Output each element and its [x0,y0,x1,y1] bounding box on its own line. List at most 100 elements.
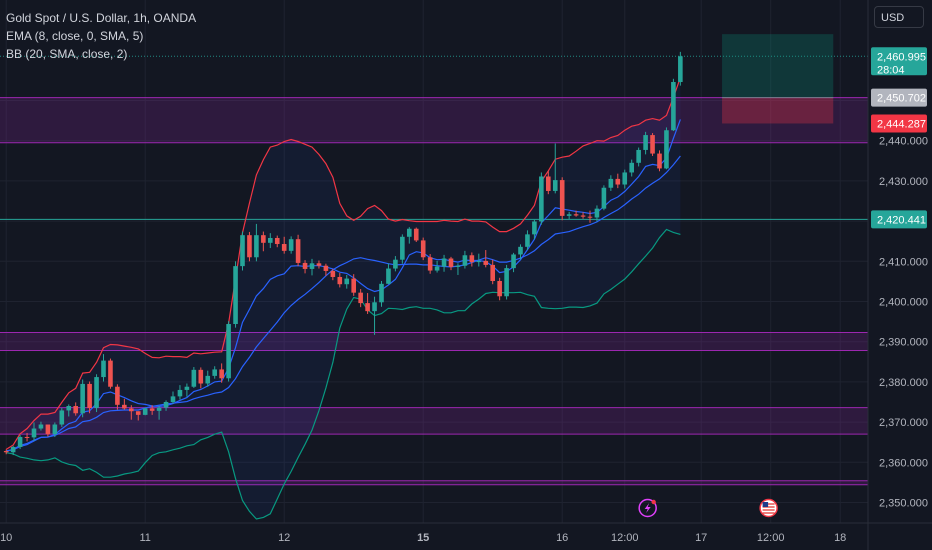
candle-body [434,266,440,271]
candle-body [163,402,169,408]
candle-body [552,180,558,191]
supply-demand-zone [0,332,868,351]
candle-body [45,424,51,435]
candle-body [559,180,565,216]
level-red-badge-text: 2,444.287 [877,118,926,130]
level-red-badge: 2,444.287 [871,114,927,133]
level-gray-badge-text: 2,450.702 [877,93,926,105]
candle-body [302,262,308,269]
candle-body [254,235,259,258]
candle-body [678,56,683,83]
candle-body [671,82,676,131]
candle-body [274,237,280,245]
candle-body [316,263,322,266]
candle-body [601,187,607,209]
time-tick-label: 17 [695,532,707,544]
level-green-badge-text: 2,420.441 [877,214,926,226]
candle-body [427,257,433,271]
candle-body [122,404,127,409]
price-tick-label: 2,370.000 [879,417,928,429]
candle-body [573,214,579,216]
candle-body [94,377,99,409]
candle-body [281,244,287,251]
price-tick-label: 2,440.000 [879,136,928,148]
time-tick-label: 15 [417,532,429,544]
candle-body [455,265,461,267]
candle-body [413,228,419,241]
bollinger-fill [6,77,681,519]
candle-body [149,408,155,411]
price-tick-label: 2,350.000 [879,498,928,510]
event-dot [651,499,656,505]
candle-body [226,324,231,379]
horizontal-levels [0,55,868,220]
candle-body [31,428,37,438]
currency-button[interactable]: USD [874,6,924,28]
candle-body [664,130,669,169]
supply-demand-zone [0,97,868,143]
candle-body [142,408,148,415]
event-us-flag-icon [759,498,778,518]
candle-body [546,176,551,191]
candle-body [170,396,176,402]
level-gray-badge: 2,450.702 [871,88,927,107]
bollinger-lower-line [6,228,681,520]
candle-body [344,278,350,285]
candle-body [184,386,190,390]
candle-body [10,447,16,453]
last-price-badge-text: 28:04 [877,64,905,76]
level-green-badge-bg [871,210,927,229]
candle-body [108,360,113,387]
time-tick-label: 12 [278,532,290,544]
grid-lines [0,0,868,523]
event-markers[interactable] [638,498,778,518]
candle-body [379,283,384,303]
last-price-badge-bg [871,47,927,76]
time-tick-label: 12:00 [757,532,785,544]
candle-body [532,221,537,235]
level-gray-badge-bg [871,88,927,107]
candle-body [643,135,648,150]
time-tick-label: 11 [139,532,150,544]
candle-body [156,407,162,411]
candle-body [17,436,23,448]
candle-body [323,265,329,271]
price-tick-label: 2,430.000 [879,176,928,188]
price-axis[interactable]: 2,350.000 2,360.000 2,370.000 2,380.000 2,39… [879,136,928,510]
candle-body [386,268,391,284]
ema-legend[interactable]: EMA (8, close, 0, SMA, 5) [6,29,144,43]
level-green-badge: 2,420.441 [871,210,927,229]
candle-body [511,254,516,269]
candle-body [80,383,85,414]
candle-body [73,406,78,414]
candle-body [400,236,405,260]
zones-layer [0,97,868,486]
bb-legend[interactable]: BB (20, SMA, close, 2) [6,47,128,61]
candle-body [420,240,426,258]
candle-body [566,214,572,216]
candle-body [358,292,363,304]
candle-body [650,135,655,154]
candle-body [261,235,266,243]
candle-body [483,260,489,265]
candle-body [622,172,628,185]
candle-body [288,239,294,251]
position-tool[interactable] [722,34,834,124]
candle-body [365,303,370,312]
candle-body [490,264,495,281]
symbol-title[interactable]: Gold Spot / U.S. Dollar, 1h, OANDA [6,11,197,25]
candle-body [135,411,141,415]
lightning-glyph [644,503,651,513]
bollinger-middle-line [6,155,681,452]
candle-body [205,375,211,384]
candles-layer [3,51,683,456]
time-axis[interactable]: 10 11 12 15 16 12:00 17 12:00 18 [0,532,846,544]
candle-body [330,270,336,277]
candle-body [351,278,356,293]
candle-body [59,410,65,425]
candle-body [629,162,634,173]
